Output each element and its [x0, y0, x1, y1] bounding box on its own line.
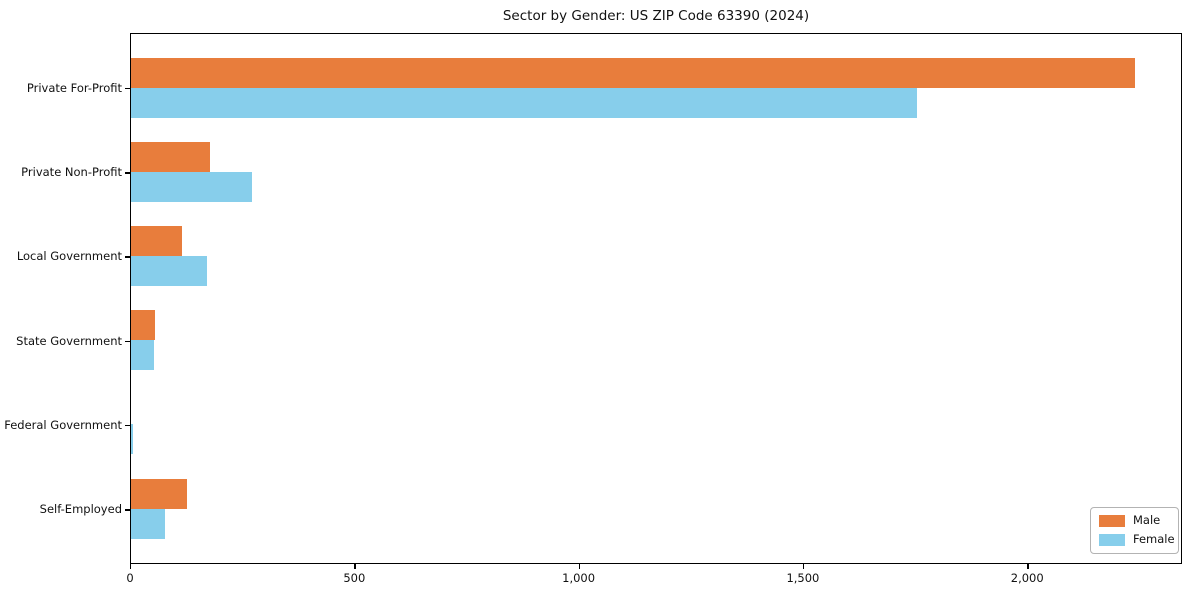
x-tick-mark-3: [802, 564, 805, 569]
x-tick-mark-4: [1027, 564, 1029, 569]
y-tick-mark-5: [125, 509, 130, 511]
bar-male-3: [131, 310, 156, 341]
y-tick-mark-4: [125, 424, 130, 427]
y-tick-mark-3: [125, 340, 130, 343]
legend-swatch-female: [1099, 534, 1125, 546]
bar-female-5: [131, 508, 166, 539]
x-tick-mark-0: [130, 564, 132, 569]
y-tick-label-4: Federal Government: [4, 417, 122, 432]
x-tick-label-3: 1,500: [786, 571, 820, 585]
legend: Male Female: [1090, 507, 1179, 554]
y-tick-label-5: Self-Employed: [39, 502, 122, 517]
x-tick-label-1: 500: [343, 571, 366, 585]
legend-label-male: Male: [1133, 513, 1161, 528]
x-tick-label-4: 2,000: [1010, 571, 1044, 585]
x-tick-mark-2: [578, 564, 580, 569]
legend-entry-male: Male: [1099, 515, 1170, 527]
bar-female-1: [131, 171, 253, 202]
y-tick-mark-1: [125, 172, 130, 174]
bar-male-5: [131, 478, 188, 509]
y-tick-label-1: Private Non-Profit: [21, 165, 122, 180]
x-tick-label-0: 0: [126, 571, 134, 585]
bar-female-0: [131, 87, 918, 118]
legend-entry-female: Female: [1099, 534, 1175, 546]
legend-swatch-male: [1099, 515, 1125, 527]
bar-male-2: [131, 225, 183, 256]
chart-title: Sector by Gender: US ZIP Code 63390 (202…: [502, 8, 810, 24]
y-tick-label-0: Private For-Profit: [26, 81, 122, 95]
bar-female-4: [131, 424, 133, 455]
bar-female-3: [131, 340, 154, 371]
y-tick-label-3: State Government: [16, 333, 122, 348]
y-tick-label-2: Local Government: [16, 249, 122, 264]
bar-female-2: [131, 255, 208, 286]
bar-male-0: [131, 57, 1135, 88]
y-tick-mark-2: [125, 256, 130, 258]
y-tick-mark-0: [125, 88, 130, 90]
plot-area: [130, 33, 1182, 564]
legend-label-female: Female: [1133, 532, 1175, 547]
x-tick-label-2: 1,000: [562, 571, 596, 585]
bar-male-1: [131, 141, 210, 172]
x-tick-mark-1: [354, 564, 356, 569]
